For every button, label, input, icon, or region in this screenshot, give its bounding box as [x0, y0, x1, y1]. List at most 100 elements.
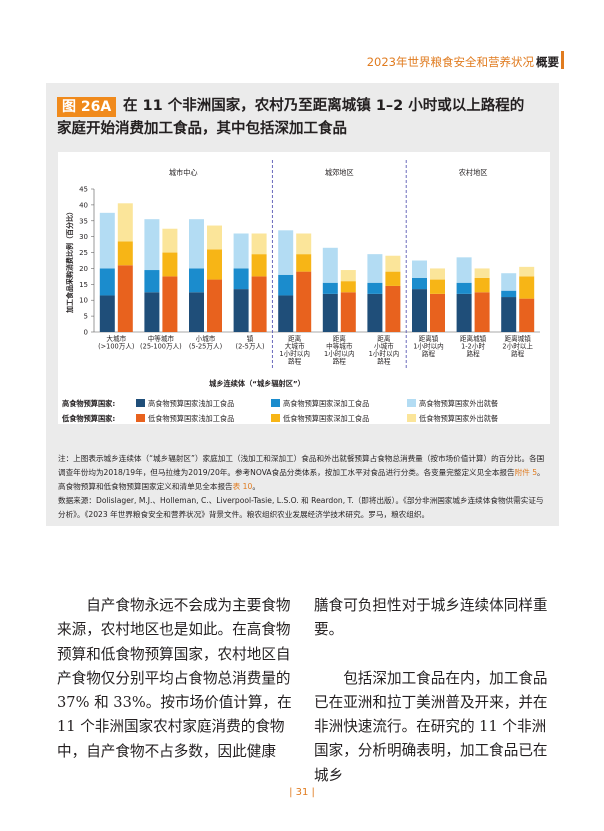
x-tick-label: 距离城镇 [505, 334, 532, 343]
bar-segment [519, 298, 535, 332]
bar-segment [189, 292, 204, 332]
y-tick-label: 10 [79, 297, 88, 305]
legend-swatch [271, 414, 280, 422]
bar-segment [162, 228, 178, 253]
bar-segment [474, 268, 490, 278]
note-paragraph: 注：上图表示城乡连续体（“城乡辐射区”）家庭加工（浅加工和深加工）食品和外出就餐… [58, 452, 550, 494]
x-tick-label: 路程 [422, 349, 436, 358]
bar-segment [99, 295, 115, 332]
y-tick-label: 15 [79, 281, 88, 289]
body-column-right: 膳食可负担性对于城乡连续体同样重要。 包括深加工食品在内，加工食品已在亚洲和拉丁… [314, 594, 550, 788]
section-title: 农村地区 [459, 168, 488, 177]
legend-high-heading: 高食物预算国家: [62, 399, 116, 408]
legend-label: 高食物预算国家外出就餐 [419, 399, 499, 408]
bar-segment [278, 230, 294, 275]
y-tick-label: 45 [79, 186, 88, 194]
bar-segment [501, 297, 517, 332]
y-tick-label: 20 [79, 265, 88, 273]
bar-segment [117, 203, 133, 242]
bar-segment [385, 255, 401, 272]
legend-swatch [407, 414, 416, 422]
source-paragraph: 数据来源：Dolislager, M.J.、Holleman, C.、Liver… [58, 496, 544, 519]
bar-segment [340, 270, 356, 282]
x-tick-label: 中等城市 [326, 342, 353, 351]
legend-item-low-deep: 低食物预算国家深加工食品 [271, 413, 369, 425]
bar-segment [99, 268, 115, 296]
x-tick-label: 1-2小时 [461, 342, 485, 351]
header-tag: 概要 [536, 55, 559, 69]
x-tick-label: 距离城镇 [460, 334, 487, 343]
x-tick-label: 1小时以内 [369, 349, 400, 358]
bar-segment [144, 219, 160, 271]
bar-segment [207, 279, 222, 332]
x-tick-label: 2小时以上 [502, 342, 533, 351]
legend-item-high-light: 高食物预算国家浅加工食品 [136, 398, 234, 410]
bar-segment [296, 271, 312, 332]
stacked-bar-chart: 0 5 10 15 20 25 30 35 40 45 加工食品采购消费比例（百分比） 城市中心 城郊地… [65, 160, 540, 388]
x-tick-label: 路程 [377, 357, 391, 366]
bar-segment [207, 225, 222, 250]
page-number: | 31 | [289, 787, 315, 798]
bar-segment [144, 292, 160, 332]
bar-segment [233, 233, 249, 269]
note-text: 。 [252, 482, 260, 491]
bar-segment [162, 252, 178, 277]
x-tick-label: 路程 [333, 357, 347, 366]
bar-segment [385, 285, 401, 332]
x-tick-label: 镇 [247, 334, 254, 343]
bar-segment [501, 273, 517, 291]
bar-segment [412, 260, 427, 278]
x-axis-label: 城乡连续体（“城乡辐射区”） [209, 379, 305, 388]
bar-segment [278, 274, 294, 296]
bar-segment [367, 254, 383, 283]
bar-segment [251, 233, 267, 255]
bar-segment [456, 257, 472, 283]
bar-segment [456, 282, 472, 294]
x-tick-label: 路程 [511, 349, 525, 358]
section-title: 城市中心 [169, 168, 198, 177]
bar-segment [233, 268, 249, 290]
bar-segment [474, 292, 490, 332]
bar-segment [322, 247, 338, 283]
x-tick-label: (5-25万人) [189, 343, 222, 351]
bar-segment [519, 266, 535, 277]
body-paragraph: 包括深加工食品在内，加工食品已在亚洲和拉丁美洲普及开来，并在非洲快速流行。在研究… [314, 669, 548, 784]
legend-item-low-eatout: 低食物预算国家外出就餐 [407, 413, 498, 425]
y-axis-label: 加工食品采购消费比例（百分比） [65, 208, 74, 314]
x-tick-label: 路程 [467, 349, 481, 358]
bar-segment [519, 276, 535, 299]
legend-label: 高食物预算国家浅加工食品 [148, 399, 235, 408]
x-tick-label: (>100万人) [98, 343, 134, 351]
bar-segment [340, 292, 356, 332]
x-tick-label: 距离 [288, 334, 302, 343]
legend-swatch [136, 399, 145, 407]
bar-segment [430, 268, 445, 280]
header-title: 2023年世界粮食安全和营养状况 [366, 55, 534, 69]
figure-label: 图 26A [57, 97, 117, 117]
y-tick-label: 35 [79, 217, 88, 225]
bar-segment [278, 295, 294, 332]
body-column-left: 自产食物永远不会成为主要食物来源，农村地区也是如此。在高食物预算和低食物预算国家… [57, 594, 294, 764]
note-text: 。高食物预算和低食物预算国家定义和清单见全本报告 [58, 468, 545, 491]
bar-segment [162, 276, 178, 332]
running-header: 2023年世界粮食安全和营养状况 概要 [367, 54, 559, 70]
x-tick-label: 1小时以内 [279, 349, 310, 358]
bar-segment [367, 293, 383, 332]
note-ref-table[interactable]: 表 10 [232, 482, 253, 491]
body-paragraph: 自产食物永远不会成为主要食物来源，农村地区也是如此。在高食物预算和低食物预算国家… [57, 597, 292, 760]
bar-segment [367, 282, 383, 294]
section-title: 城郊地区 [325, 168, 354, 177]
y-tick-label: 0 [84, 329, 88, 337]
bar-segment [251, 276, 267, 332]
bar-segment [189, 268, 204, 293]
bar-segment [474, 277, 490, 293]
x-tick-label: 1小时以内 [324, 349, 355, 358]
x-tick-label: (2-5万人) [236, 343, 265, 351]
bar-segment [117, 241, 133, 266]
x-tick-label: 距离 [377, 334, 391, 343]
legend-swatch [136, 414, 145, 422]
note-ref-annex[interactable]: 附件 5 [514, 468, 538, 477]
bar-segment [412, 277, 427, 290]
x-tick-label: 大城市 [285, 342, 305, 351]
x-tick-label: 中等城市 [148, 334, 175, 343]
